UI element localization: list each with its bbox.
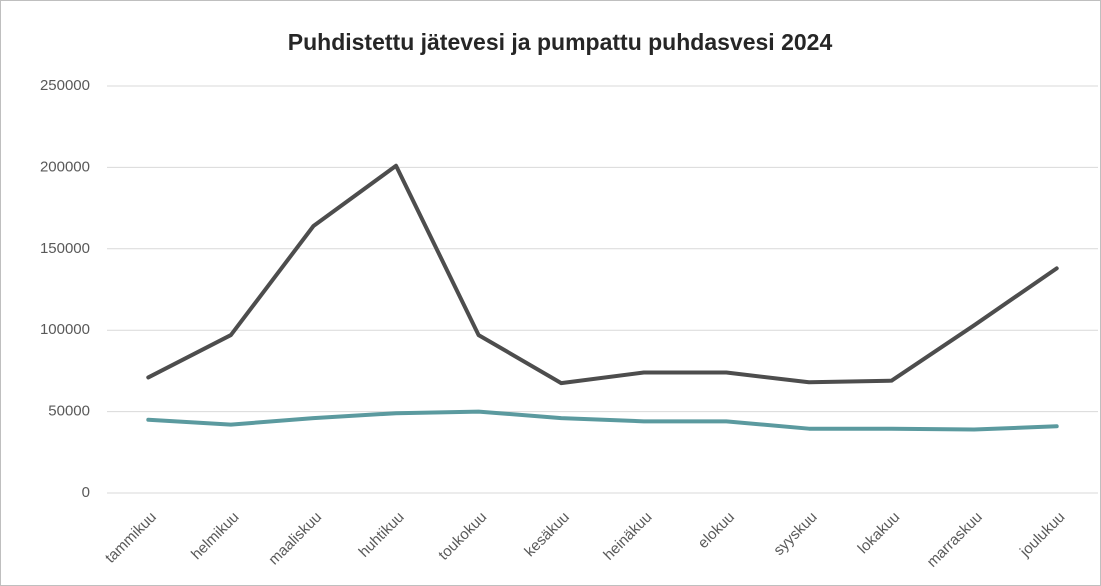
y-tick-label: 200000 — [40, 158, 90, 175]
y-tick-label: 250000 — [40, 77, 90, 94]
series-line — [146, 163, 1059, 386]
y-tick-label: 50000 — [48, 403, 90, 420]
series-line — [146, 409, 1059, 432]
y-tick-label: 100000 — [40, 321, 90, 338]
chart-title: Puhdistettu jätevesi ja pumpattu puhdasv… — [288, 29, 833, 55]
y-tick-label: 0 — [82, 484, 90, 501]
y-tick-label: 150000 — [40, 240, 90, 257]
